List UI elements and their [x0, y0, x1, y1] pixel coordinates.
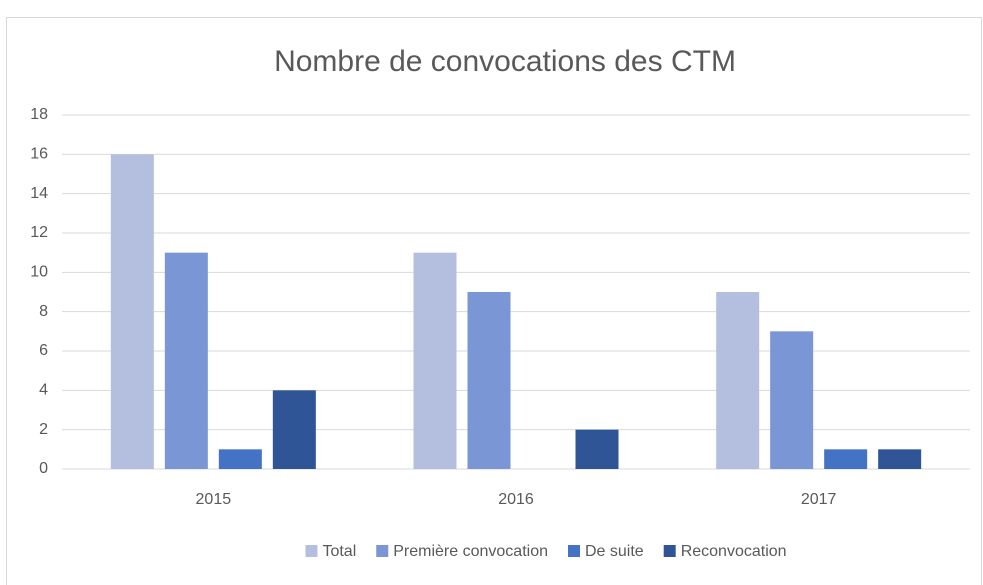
legend-swatch	[376, 545, 389, 557]
bar	[467, 292, 511, 469]
chart-title: Nombre de convocations des CTM	[274, 45, 736, 78]
bar	[575, 429, 619, 469]
y-tick-label: 4	[39, 382, 48, 399]
y-tick-label: 6	[39, 342, 48, 359]
legend-label: Total	[322, 543, 356, 560]
y-tick-label: 8	[39, 303, 48, 320]
x-tick-label: 2016	[498, 491, 534, 508]
y-tick-label: 12	[30, 224, 48, 241]
legend-label: De suite	[585, 543, 644, 560]
y-tick-label: 0	[39, 460, 48, 477]
bar	[413, 252, 457, 469]
x-tick-label: 2017	[801, 491, 837, 508]
bar	[716, 292, 760, 469]
legend-swatch	[305, 545, 318, 557]
legend-swatch	[568, 545, 580, 557]
y-tick-label: 14	[30, 185, 48, 202]
legend-label: Reconvocation	[681, 543, 787, 560]
bar	[878, 449, 922, 469]
legend-label: Première convocation	[393, 543, 548, 560]
y-tick-label: 2	[39, 421, 48, 438]
x-tick-label: 2015	[196, 491, 232, 508]
bar	[110, 154, 154, 470]
bar	[824, 449, 868, 469]
y-tick-label: 18	[30, 106, 48, 123]
bar	[164, 252, 208, 469]
legend-swatch	[663, 545, 676, 557]
bar	[218, 449, 262, 469]
y-tick-label: 10	[30, 264, 48, 281]
y-tick-label: 16	[30, 146, 48, 163]
bar	[272, 390, 316, 469]
bar	[770, 331, 814, 469]
